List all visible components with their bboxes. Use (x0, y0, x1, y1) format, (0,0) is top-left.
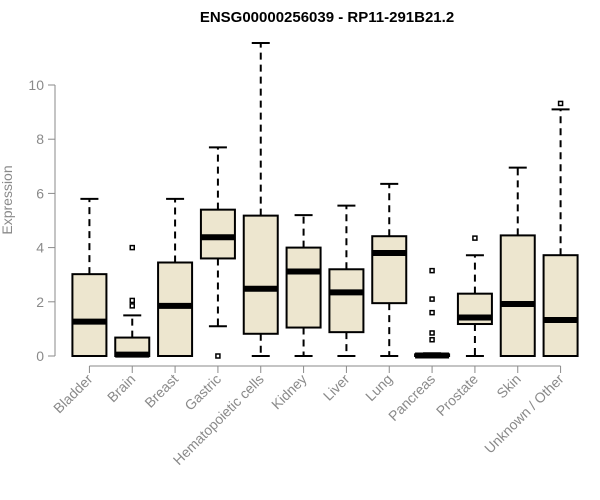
y-tick-label: 4 (36, 240, 44, 256)
box-group (499, 166, 536, 357)
outlier-point (129, 244, 135, 251)
y-tick-label: 0 (36, 348, 44, 364)
box-group (542, 100, 579, 357)
box-group (114, 244, 151, 358)
plot-area (71, 41, 579, 359)
x-tick-label: Kidney (268, 371, 310, 413)
y-axis-label: Expression (0, 165, 15, 234)
x-tick-label: Skin (493, 371, 524, 402)
y-axis: 0 2 4 6 8 10 (28, 77, 56, 364)
box (242, 214, 279, 335)
box-group (242, 41, 279, 357)
outlier-point (429, 309, 435, 316)
outlier-point (429, 330, 435, 336)
box-group (371, 182, 408, 357)
x-tick-label: Unknown / Other (481, 371, 567, 457)
outlier-point (429, 267, 435, 274)
box-group (199, 146, 236, 359)
box-group (285, 214, 322, 357)
box-group (71, 197, 108, 357)
outlier-point (429, 336, 435, 343)
outlier-point (215, 353, 221, 359)
box (371, 235, 408, 305)
x-tick-label: Brain (104, 371, 138, 405)
x-tick-label: Gastric (181, 371, 224, 414)
x-tick-label: Breast (141, 371, 181, 411)
outlier-point (429, 296, 435, 302)
box (157, 261, 194, 358)
box (71, 273, 108, 357)
y-tick-label: 2 (36, 294, 44, 310)
box-group (328, 204, 365, 357)
y-tick-label: 6 (36, 185, 44, 201)
y-tick-label: 8 (36, 131, 44, 147)
chart-title: ENSG00000256039 - RP11-291B21.2 (200, 9, 454, 26)
outlier-point (472, 235, 478, 241)
x-tick-label: Prostate (433, 371, 481, 419)
outlier-point (557, 100, 564, 107)
x-tick-label: Pancreas (385, 371, 438, 424)
box-group (414, 267, 451, 359)
box (542, 254, 579, 357)
box-group (456, 235, 493, 357)
outlier-point (129, 297, 135, 304)
box (199, 208, 236, 260)
box (328, 268, 365, 334)
y-tick-label: 10 (28, 77, 44, 93)
x-tick-label: Lung (362, 371, 395, 404)
box (499, 234, 536, 357)
box (285, 246, 322, 329)
outlier-point (129, 303, 135, 309)
x-tick-label: Bladder (50, 371, 96, 417)
box-group (157, 197, 194, 358)
x-tick-label: Liver (320, 371, 353, 404)
